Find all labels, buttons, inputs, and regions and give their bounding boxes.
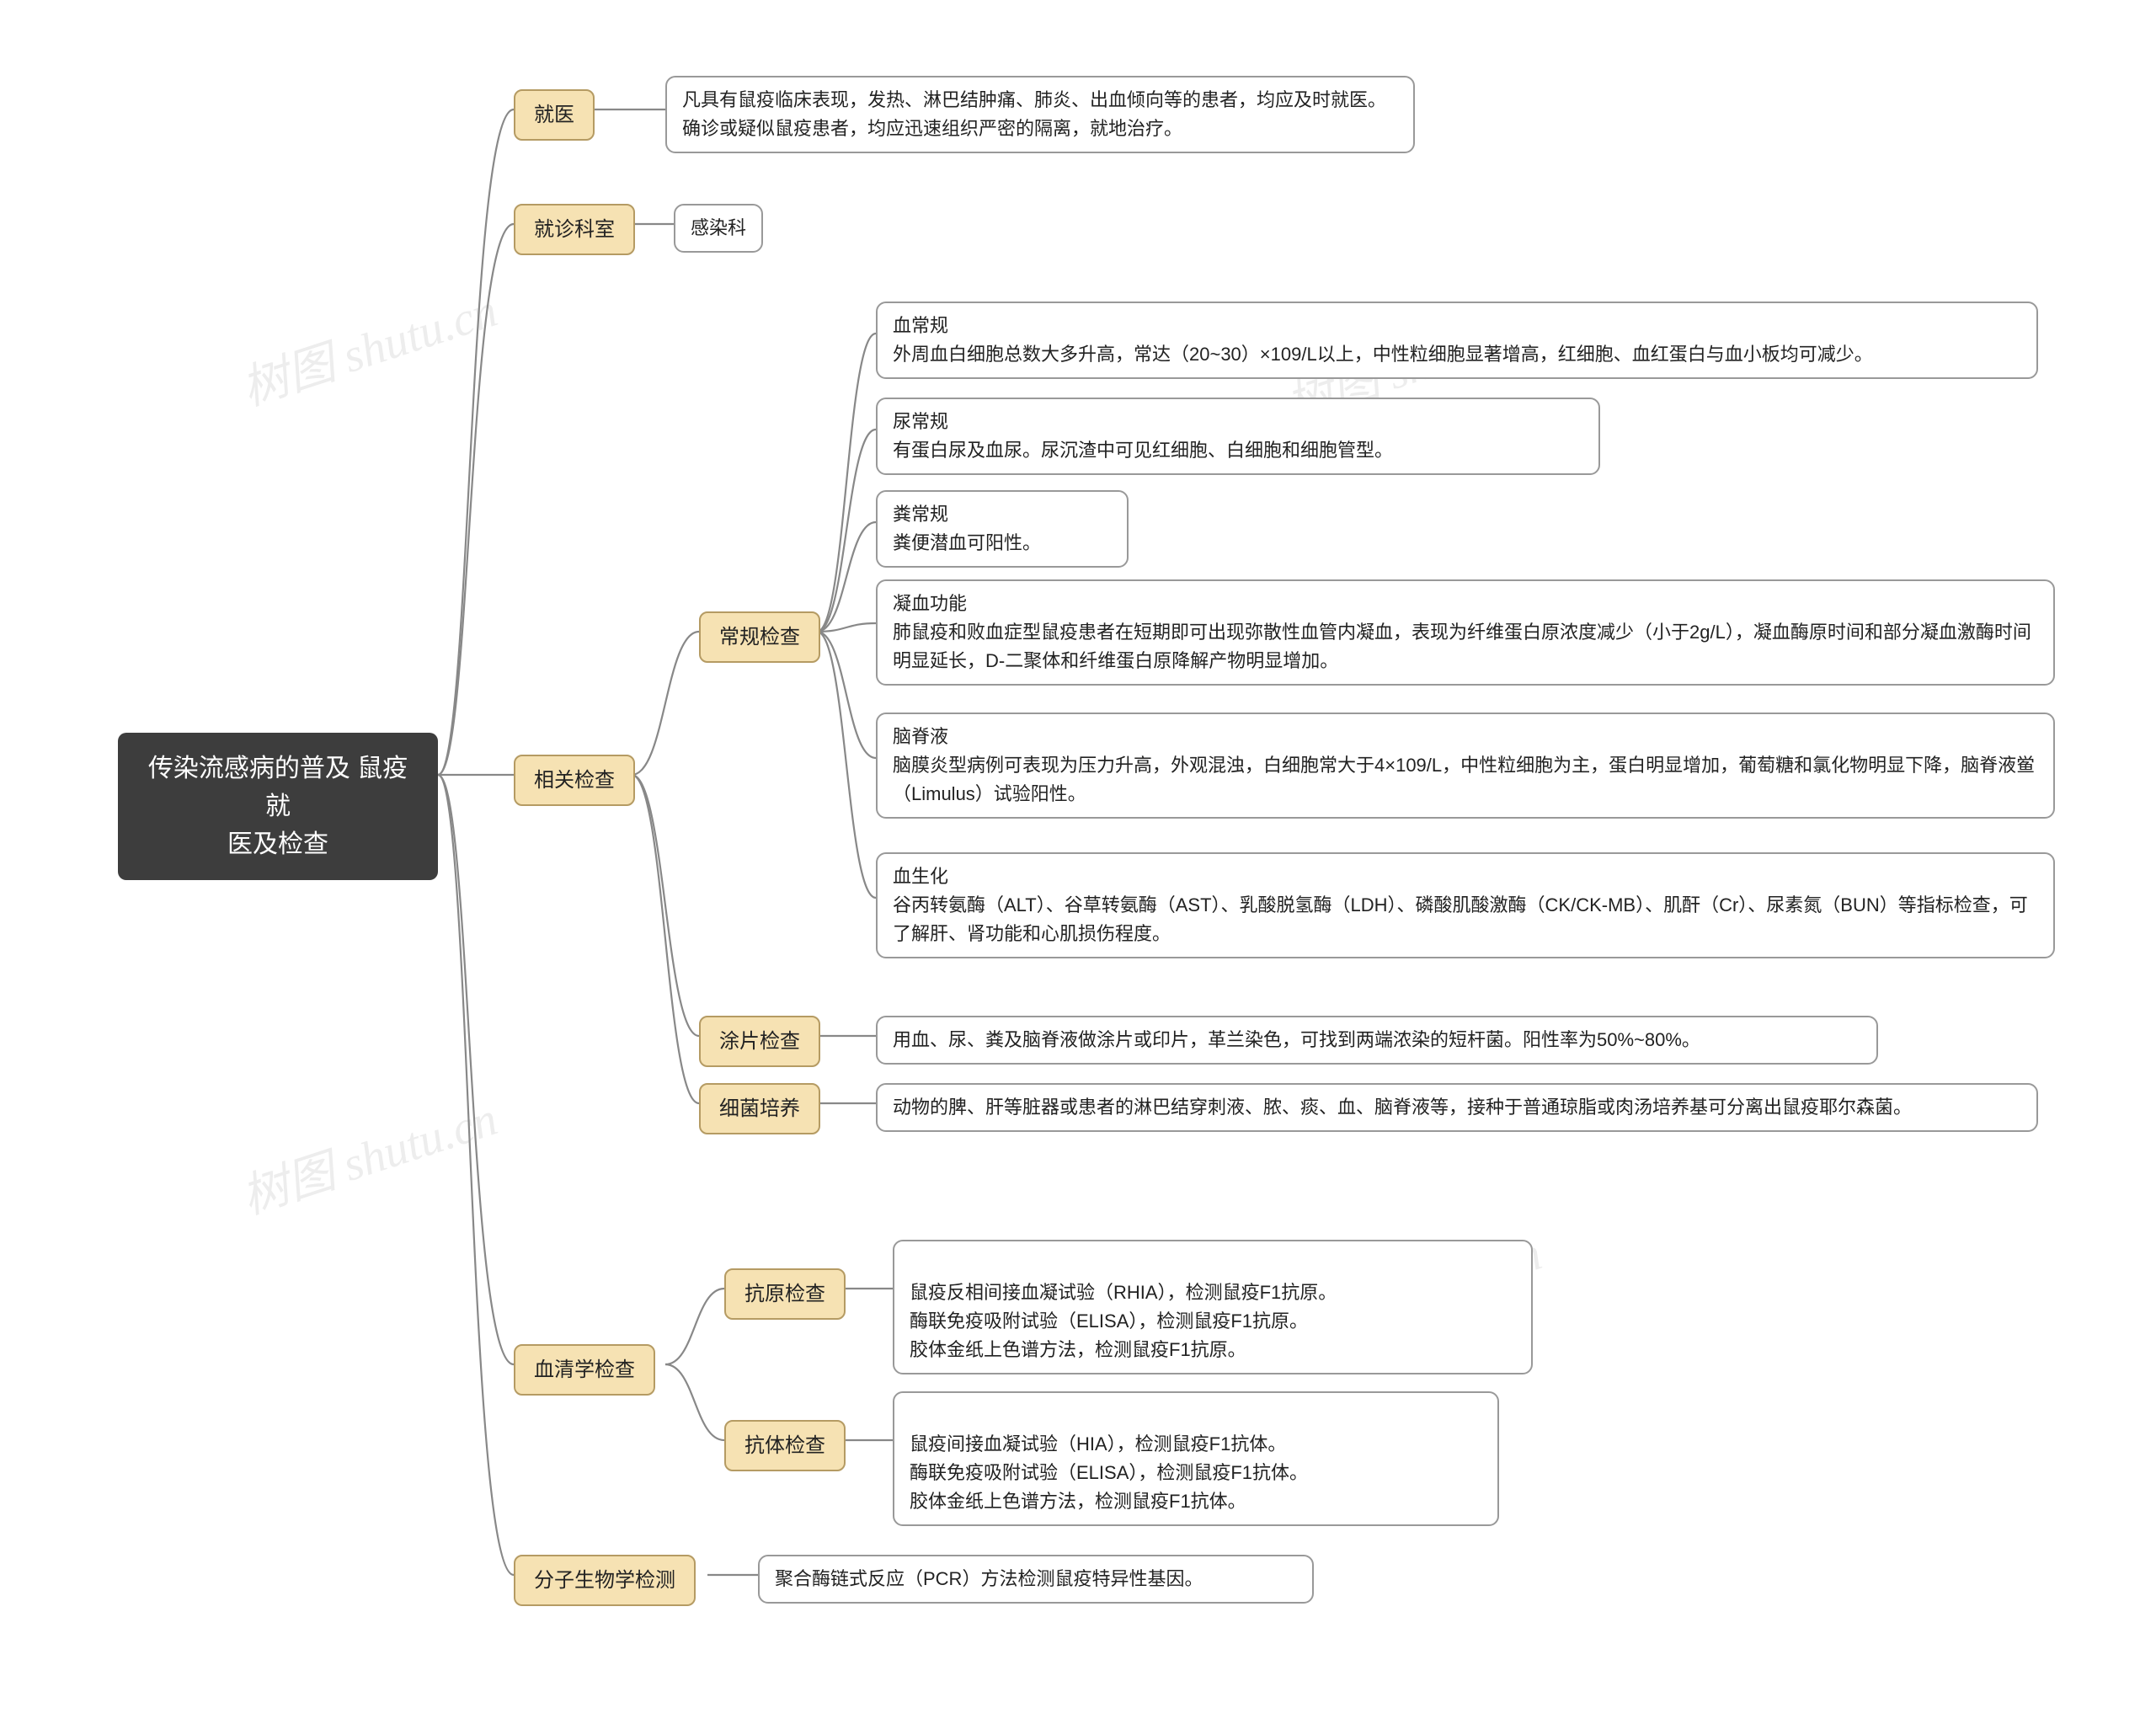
root-node: 传染流感病的普及 鼠疫就 医及检查 [118, 733, 438, 880]
leaf-body: 外周血白细胞总数大多升高，常达（20~30）×109/L以上，中性粒细胞显著增高… [893, 344, 1873, 365]
branch-xueqingxue: 血清学检查 [514, 1344, 655, 1396]
branch-fenzishengwu: 分子生物学检测 [514, 1555, 696, 1606]
branch-label: 细菌培养 [719, 1097, 800, 1120]
branch-kangyuan: 抗原检查 [724, 1268, 846, 1320]
leaf-body: 肺鼠疫和败血症型鼠疫患者在短期即可出现弥散性血管内凝血，表现为纤维蛋白原浓度减少… [893, 622, 2031, 671]
leaf-xijun: 动物的脾、肝等脏器或患者的淋巴结穿刺液、脓、痰、血、脑脊液等，接种于普通琼脂或肉… [876, 1083, 2038, 1132]
leaf-naojiye: 脑脊液 脑膜炎型病例可表现为压力升高，外观混浊，白细胞常大于4×109/L，中性… [876, 713, 2055, 819]
branch-kangti: 抗体检查 [724, 1420, 846, 1471]
watermark: 树图 shutu.cn [232, 1081, 504, 1227]
branch-changgui: 常规检查 [699, 611, 820, 663]
branch-jiuyi: 就医 [514, 89, 595, 141]
leaf-text: 凡具有鼠疫临床表现，发热、淋巴结肿痛、肺炎、出血倾向等的患者，均应及时就医。确诊… [682, 89, 1386, 139]
branch-label: 涂片检查 [719, 1030, 800, 1053]
branch-label: 血清学检查 [534, 1358, 635, 1381]
branch-label: 就诊科室 [534, 218, 615, 241]
leaf-title: 粪常规 [893, 500, 1112, 529]
branch-xijun: 细菌培养 [699, 1083, 820, 1134]
leaf-title: 凝血功能 [893, 590, 2038, 618]
leaf-text: 用血、尿、粪及脑脊液做涂片或印片，革兰染色，可找到两端浓染的短杆菌。阳性率为50… [893, 1029, 1700, 1050]
leaf-fenzishengwu: 聚合酶链式反应（PCR）方法检测鼠疫特异性基因。 [758, 1555, 1314, 1604]
leaf-title: 血生化 [893, 862, 2038, 891]
branch-label: 就医 [534, 104, 574, 126]
leaf-text: 动物的脾、肝等脏器或患者的淋巴结穿刺液、脓、痰、血、脑脊液等，接种于普通琼脂或肉… [893, 1097, 1912, 1118]
branch-label: 抗原检查 [744, 1283, 825, 1305]
leaf-text: 感染科 [691, 217, 746, 238]
branch-label: 常规检查 [719, 626, 800, 649]
mindmap-canvas: 树图 shutu.cn 树图 shutu.cn 树图 shutu.cn 树图 s… [0, 0, 2156, 1724]
leaf-kangyuan: 鼠疫反相间接血凝试验（RHIA），检测鼠疫F1抗原。 酶联免疫吸附试验（ELIS… [893, 1240, 1533, 1374]
leaf-title: 脑脊液 [893, 723, 2038, 751]
leaf-niaochanggui: 尿常规 有蛋白尿及血尿。尿沉渣中可见红细胞、白细胞和细胞管型。 [876, 398, 1600, 475]
leaf-xueshenghua: 血生化 谷丙转氨酶（ALT）、谷草转氨酶（AST）、乳酸脱氢酶（LDH）、磷酸肌… [876, 852, 2055, 958]
leaf-title: 血常规 [893, 312, 2021, 340]
branch-label: 分子生物学检测 [534, 1569, 675, 1592]
leaf-body: 有蛋白尿及血尿。尿沉渣中可见红细胞、白细胞和细胞管型。 [893, 440, 1393, 461]
leaf-tupian: 用血、尿、粪及脑脊液做涂片或印片，革兰染色，可找到两端浓染的短杆菌。阳性率为50… [876, 1016, 1878, 1065]
leaf-text: 鼠疫间接血凝试验（HIA），检测鼠疫F1抗体。 酶联免疫吸附试验（ELISA），… [910, 1433, 1308, 1512]
branch-tupian: 涂片检查 [699, 1016, 820, 1067]
branch-xiangguanjiancha: 相关检查 [514, 755, 635, 806]
leaf-kangti: 鼠疫间接血凝试验（HIA），检测鼠疫F1抗体。 酶联免疫吸附试验（ELISA），… [893, 1391, 1499, 1526]
leaf-text: 聚合酶链式反应（PCR）方法检测鼠疫特异性基因。 [775, 1568, 1203, 1589]
branch-label: 相关检查 [534, 769, 615, 792]
leaf-fenchanggui: 粪常规 粪便潜血可阳性。 [876, 490, 1129, 568]
leaf-body: 脑膜炎型病例可表现为压力升高，外观混浊，白细胞常大于4×109/L，中性粒细胞为… [893, 755, 2035, 804]
watermark: 树图 shutu.cn [232, 272, 504, 419]
leaf-ganranke: 感染科 [674, 204, 763, 253]
leaf-ningxue: 凝血功能 肺鼠疫和败血症型鼠疫患者在短期即可出现弥散性血管内凝血，表现为纤维蛋白… [876, 579, 2055, 686]
branch-jiuzhenkeshi: 就诊科室 [514, 204, 635, 255]
root-text: 传染流感病的普及 鼠疫就 医及检查 [148, 755, 408, 858]
leaf-jiuyi-content: 凡具有鼠疫临床表现，发热、淋巴结肿痛、肺炎、出血倾向等的患者，均应及时就医。确诊… [665, 76, 1415, 153]
leaf-title: 尿常规 [893, 408, 1583, 436]
branch-label: 抗体检查 [744, 1434, 825, 1457]
leaf-body: 谷丙转氨酶（ALT）、谷草转氨酶（AST）、乳酸脱氢酶（LDH）、磷酸肌酸激酶（… [893, 894, 2028, 944]
leaf-body: 粪便潜血可阳性。 [893, 532, 1041, 553]
leaf-text: 鼠疫反相间接血凝试验（RHIA），检测鼠疫F1抗原。 酶联免疫吸附试验（ELIS… [910, 1282, 1337, 1360]
leaf-xuechanggui: 血常规 外周血白细胞总数大多升高，常达（20~30）×109/L以上，中性粒细胞… [876, 302, 2038, 379]
